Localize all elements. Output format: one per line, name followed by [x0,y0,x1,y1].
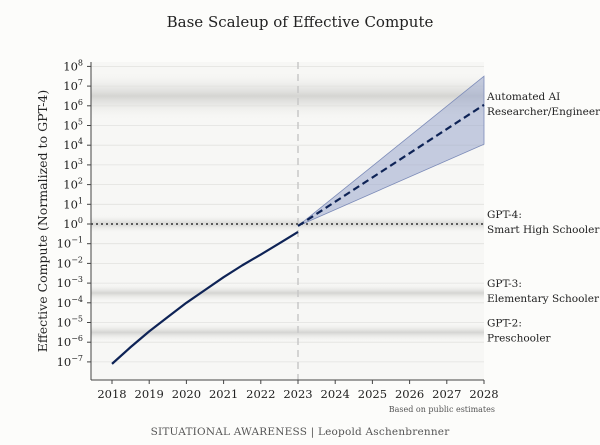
y-axis-label: Effective Compute (Normalized to GPT-4) [35,90,50,353]
y-tick-label: 101 [63,196,83,211]
series [91,62,485,380]
x-tick-label: 2021 [209,387,238,401]
x-tick-label: 2019 [135,387,164,401]
y-tick-label: 10−5 [57,315,83,330]
annotation-label: Automated AI [486,91,560,103]
x-tick-label: 2028 [469,387,498,401]
annotation-label: Elementary Schooler [487,293,600,305]
grid [91,66,484,363]
y-tick-label: 10−6 [57,334,83,349]
annotation-label: GPT-2: [487,317,522,329]
x-tick-label: 2025 [358,387,387,401]
annotation-label: Smart High Schooler [487,224,600,236]
x-tick-label: 2023 [283,387,312,401]
y-tick-label: 107 [63,78,83,93]
annotation-label: Researcher/Engineer? [487,106,600,118]
y-axis-ticks: 108 107 106 105 104 103 102 101 100 10−1 10−2 10−3 1… [57,58,91,369]
y-tick-label: 108 [63,58,83,73]
annotation-label: Preschooler [487,332,552,344]
annotation-label: GPT-4: [487,209,522,221]
x-tick-label: 2024 [321,387,350,401]
background-band [91,70,484,122]
background-band [91,283,484,303]
x-tick-label: 2018 [97,387,126,401]
x-tick-label: 2027 [432,387,461,401]
annotation-label: GPT-3: [487,278,522,290]
y-tick-label: 10−7 [57,354,83,369]
chart-title: Base Scaleup of Effective Compute [167,13,434,31]
background-band [91,322,484,343]
footer-credit: SITUATIONAL AWARENESS | Leopold Aschenbr… [151,426,451,439]
historical-line [111,230,299,365]
y-tick-label: 100 [63,216,83,231]
y-tick-label: 10−4 [57,295,83,310]
y-tick-label: 102 [63,177,83,192]
y-tick-label: 104 [63,137,83,152]
annotations: Automated AI Researcher/Engineer? GPT-4: Sm… [486,91,600,345]
y-tick-label: 10−2 [57,255,83,270]
y-tick-label: 106 [63,98,83,113]
x-tick-label: 2026 [395,387,424,401]
x-axis-ticks: 2018 2019 2020 2021 2022 2023 2024 2025 2026 2027… [97,380,499,401]
y-tick-label: 10−1 [57,236,83,251]
x-tick-label: 2022 [246,387,275,401]
y-tick-label: 10−3 [57,275,83,290]
projection-uncertainty-band [297,75,485,227]
projection-median-line [297,103,485,227]
x-tick-label: 2020 [172,387,201,401]
source-note: Based on public estimates [389,405,495,414]
y-tick-label: 103 [63,157,83,172]
y-tick-label: 105 [63,118,83,133]
